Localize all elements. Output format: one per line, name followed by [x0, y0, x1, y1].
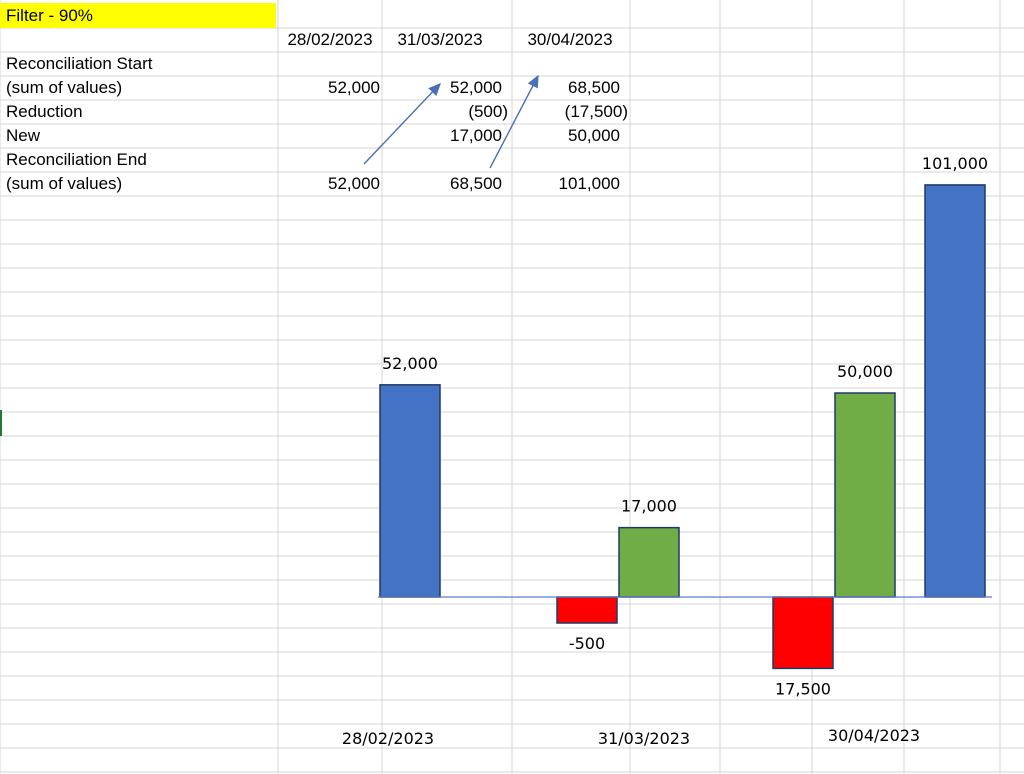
- carry-arrow-2: [489, 74, 539, 169]
- category-label-2: 31/03/2023: [598, 729, 690, 748]
- data-label-1: 52,000: [382, 354, 438, 373]
- bar-new-5[interactable]: [834, 392, 896, 598]
- bar-reduction-4[interactable]: [772, 596, 834, 670]
- row-label-recon-start[interactable]: Reconciliation Start: [6, 54, 153, 73]
- carry-arrow-1: [363, 82, 441, 165]
- cell-end-1[interactable]: 52,000: [328, 174, 380, 193]
- row-label-recon-end[interactable]: Reconciliation End: [6, 150, 147, 169]
- header-date-3[interactable]: 30/04/2023: [527, 30, 613, 49]
- header-date-1[interactable]: 28/02/2023: [287, 30, 373, 49]
- cell-end-2[interactable]: 68,500: [450, 174, 502, 193]
- bar-total-6[interactable]: [924, 184, 986, 598]
- category-label-1: 28/02/2023: [342, 729, 434, 748]
- cell-reduction-2[interactable]: (500): [468, 102, 508, 121]
- bar-total-1[interactable]: [379, 384, 441, 598]
- row-label-reduction[interactable]: Reduction: [6, 102, 83, 121]
- cell-reduction-3[interactable]: (17,500): [564, 102, 628, 121]
- header-date-2[interactable]: 31/03/2023: [397, 30, 483, 49]
- bar-new-3[interactable]: [618, 526, 680, 598]
- bar-reduction-2[interactable]: [556, 596, 618, 624]
- row-selection-marker: [0, 410, 2, 436]
- cell-start-1[interactable]: 52,000: [328, 78, 380, 97]
- data-label-3: 17,000: [621, 497, 677, 516]
- row-label-sum-end[interactable]: (sum of values): [6, 174, 123, 193]
- data-label-4: 17,500: [775, 679, 831, 698]
- row-label-sum-start[interactable]: (sum of values): [6, 78, 123, 97]
- cell-start-2[interactable]: 52,000: [450, 78, 502, 97]
- filter-cell[interactable]: Filter - 90%: [0, 3, 276, 28]
- data-label-6: 101,000: [922, 154, 988, 173]
- data-label-2: -500: [569, 634, 605, 653]
- cell-new-3[interactable]: 50,000: [568, 126, 620, 145]
- data-label-5: 50,000: [837, 362, 893, 381]
- row-label-new[interactable]: New: [6, 126, 41, 145]
- cell-new-2[interactable]: 17,000: [450, 126, 502, 145]
- category-label-3: 30/04/2023: [828, 726, 920, 745]
- cell-start-3[interactable]: 68,500: [568, 78, 620, 97]
- cell-end-3[interactable]: 101,000: [558, 174, 620, 193]
